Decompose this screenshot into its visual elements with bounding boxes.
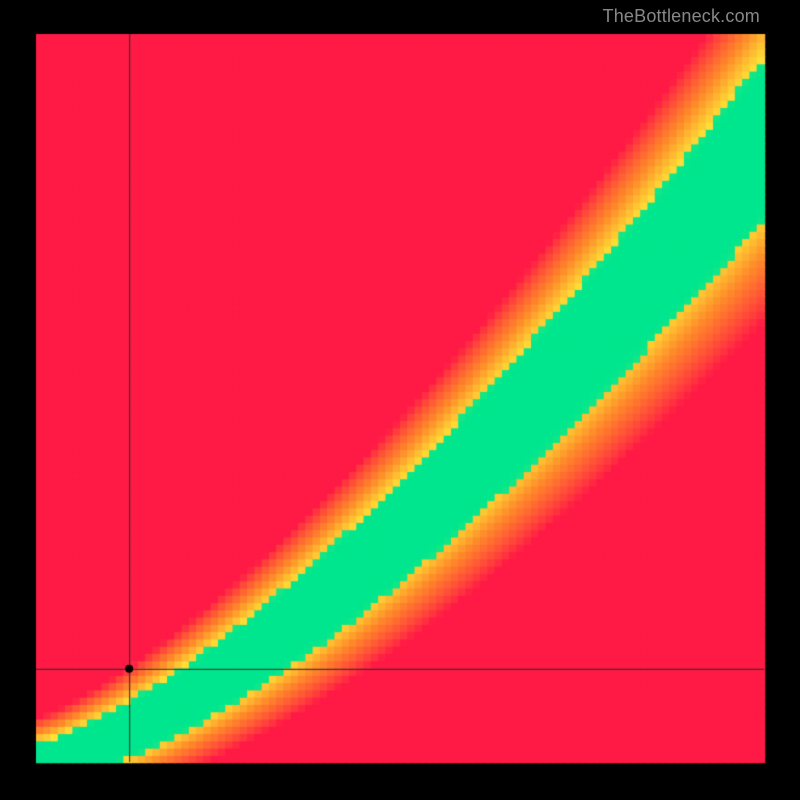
chart-container: TheBottleneck.com	[0, 0, 800, 800]
bottleneck-heatmap	[0, 0, 800, 800]
watermark: TheBottleneck.com	[603, 6, 760, 27]
